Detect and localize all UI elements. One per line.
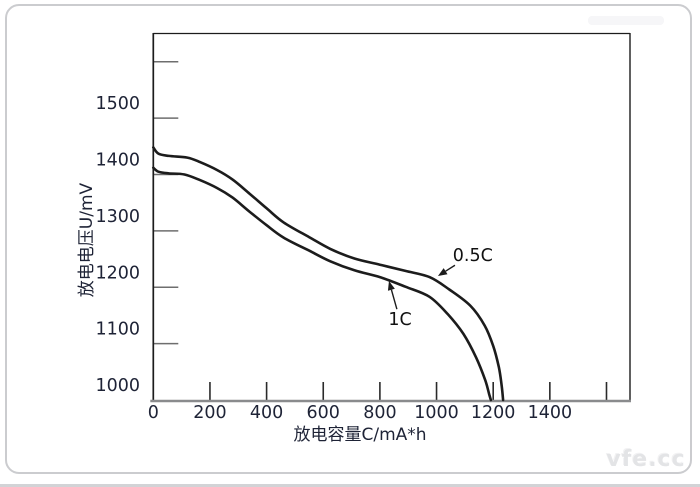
y-axis-tick-label: 1400: [95, 151, 140, 171]
x-axis-tick-label: 600: [307, 403, 340, 423]
axis-titles-group: 放电容量C/mA*h 放电电压U/mV: [77, 182, 427, 445]
watermark: vfe.cc: [606, 447, 686, 472]
ticks-group: [153, 60, 608, 400]
annotation-arrow-line: [390, 289, 398, 310]
chart-card: [5, 4, 692, 474]
x-axis-title: 放电容量C/mA*h: [293, 425, 426, 445]
annotation-label-0.5C: 0.5C: [453, 246, 493, 266]
y-axis-tick-label: 1200: [95, 263, 140, 283]
x-axis-tick-label: 1000: [414, 403, 459, 423]
series-curve-1C: [152, 166, 493, 402]
y-axis-tick-label: 1000: [95, 376, 140, 396]
x-axis-tick-label: 200: [193, 403, 226, 423]
x-axis-tick-label: 800: [363, 403, 396, 423]
x-axis-tick-label: 1400: [528, 403, 573, 423]
tick-labels-group: 1000 1100 1200 1300 1400 1500 0 200 400 600 800 100…: [95, 94, 572, 423]
x-axis-tick-label: 400: [250, 403, 283, 423]
y-axis-tick-label: 1300: [95, 207, 140, 227]
series-group: [152, 146, 505, 402]
annotation-label-1C: 1C: [388, 310, 411, 330]
series-curve-0.5C: [152, 146, 505, 402]
x-axis-tick-label: 0: [148, 403, 159, 423]
y-axis-tick-label: 1100: [95, 320, 140, 340]
annotation-arrow-line: [445, 264, 456, 272]
axes-group: [150, 32, 631, 403]
annotations-group: 0.5C 1C: [387, 246, 493, 330]
x-axis-tick-label: 1200: [471, 403, 516, 423]
y-axis-tick-label: 1500: [95, 94, 140, 114]
annotation-arrowhead: [437, 268, 448, 276]
annotation-arrowhead: [387, 281, 395, 291]
y-axis-title: 放电电压U/mV: [77, 182, 97, 297]
bottom-edge-strip: [0, 484, 700, 487]
faded-watermark-remnant: [588, 16, 664, 25]
